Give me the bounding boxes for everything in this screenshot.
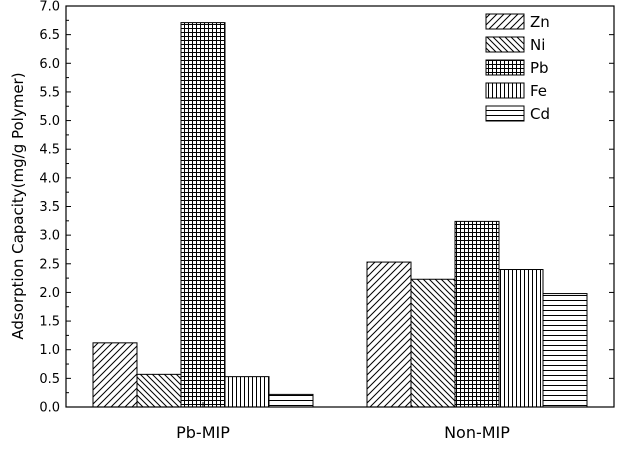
bar-cd-pb-mip [268, 393, 314, 408]
legend-swatch-pb [485, 59, 525, 76]
y-axis-title: Adsorption Capacity(mg/g Polymer) [9, 72, 27, 339]
bar-ni-pb-mip [136, 373, 182, 408]
bar-zn-non-mip [366, 261, 412, 408]
bar-pb-pb-mip [180, 22, 226, 408]
y-tick-label: 0.5 [39, 372, 60, 387]
legend-label-pb: Pb [530, 59, 549, 77]
y-tick-label: 4.5 [39, 143, 60, 158]
x-category-label: Non-MIP [444, 423, 510, 442]
bar-cd-non-mip [542, 293, 588, 408]
bar-pb-non-mip [454, 220, 500, 408]
bar-zn-pb-mip [92, 342, 138, 408]
y-tick-label: 7.0 [39, 0, 60, 15]
bars-layer [92, 22, 588, 408]
legend-swatch-fe [485, 82, 525, 99]
y-tick-label: 5.5 [39, 85, 60, 100]
y-tick-label: 1.5 [39, 315, 60, 330]
y-tick-label: 6.5 [39, 28, 60, 43]
legend-label-zn: Zn [530, 13, 550, 31]
legend-label-ni: Ni [530, 36, 545, 54]
legend-swatch-cd [485, 105, 525, 122]
x-category-label: Pb-MIP [176, 423, 230, 442]
legend: Zn Ni Pb Fe Cd [485, 13, 550, 123]
y-tick-label: 3.5 [39, 200, 60, 215]
x-axis: Pb-MIP Non-MIP [176, 402, 510, 442]
y-tick-label: 3.0 [39, 229, 60, 244]
bar-fe-non-mip [498, 269, 544, 408]
legend-swatch-ni [485, 36, 525, 53]
legend-label-cd: Cd [530, 105, 550, 123]
y-tick-label: 4.0 [39, 171, 60, 186]
y-tick-label: 5.0 [39, 114, 60, 129]
legend-label-fe: Fe [530, 82, 547, 100]
y-tick-label: 6.0 [39, 57, 60, 72]
bar-ni-non-mip [410, 278, 456, 408]
y-tick-label: 1.0 [39, 343, 60, 358]
y-tick-label: 2.0 [39, 286, 60, 301]
y-tick-label: 0.0 [39, 401, 60, 416]
y-tick-label: 2.5 [39, 257, 60, 272]
y-axis: 0.0 0.5 1.0 1.5 2.0 2.5 3.0 3.5 4.0 4.5 5.0 5.5 6.0 6… [39, 0, 614, 416]
legend-swatch-zn [485, 13, 525, 30]
bar-fe-pb-mip [224, 376, 270, 408]
